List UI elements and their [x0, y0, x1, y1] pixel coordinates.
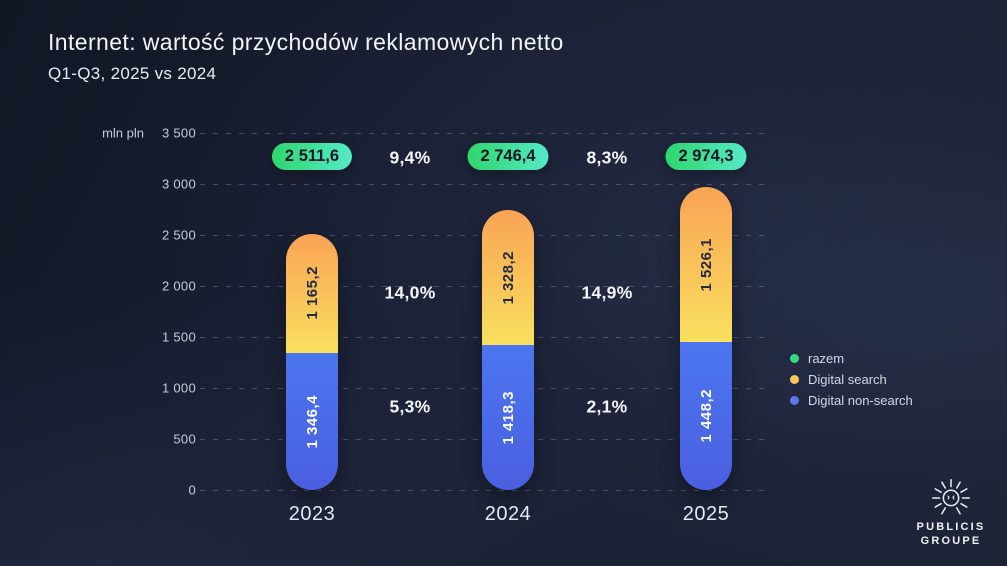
y-axis-tick-label: 2 000 — [161, 278, 196, 294]
y-axis-tick-label: 3 500 — [161, 125, 196, 141]
bar-value-digital-search: 1 165,2 — [303, 266, 321, 320]
y-axis-tick-label: 1 000 — [161, 380, 196, 396]
y-axis-tick-label: 1 500 — [161, 329, 196, 345]
y-axis-unit-label: mln pln — [102, 125, 144, 141]
growth-digital-search: 14,0% — [384, 282, 436, 303]
digital-non-search-dot-icon — [790, 396, 799, 405]
bar-2024: 1 328,2 1 418,3 — [482, 209, 534, 490]
y-axis-tick-label: 500 — [173, 431, 196, 447]
growth-digital-non-search: 2,1% — [586, 396, 628, 417]
gridline — [200, 184, 770, 185]
chart-title: Internet: wartość przychodów reklamowych… — [48, 29, 564, 55]
y-axis-tick-label: 3 000 — [161, 176, 196, 192]
growth-total: 9,4% — [389, 147, 431, 168]
growth-total: 8,3% — [586, 147, 628, 168]
chart-subtitle: Q1-Q3, 2025 vs 2024 — [48, 64, 217, 83]
bar-value-digital-search: 1 526,1 — [697, 237, 715, 292]
segment-digital-non-search: 1 346,4 — [286, 352, 338, 490]
segment-digital-non-search: 1 448,2 — [680, 342, 732, 490]
digital-search-dot-icon — [790, 375, 799, 384]
legend-item-digital-non-search: Digital non-search — [790, 393, 913, 408]
y-axis-tick-label: 0 — [188, 482, 196, 498]
publicis-groupe-logo: PUBLICIS GROUPE — [905, 474, 997, 548]
segment-digital-search: 1 328,2 — [482, 209, 534, 346]
growth-digital-non-search: 5,3% — [389, 396, 431, 417]
y-axis-tick-label: 2 500 — [161, 227, 196, 243]
total-badge-2024: 2 746,4 — [467, 143, 549, 170]
bar-value-digital-non-search: 1 448,2 — [697, 389, 715, 443]
legend: razem Digital search Digital non-search — [790, 351, 913, 408]
bar-value-digital-non-search: 1 418,3 — [499, 390, 517, 445]
total-badge-2025: 2 974,3 — [665, 143, 747, 170]
legend-item-digital-search: Digital search — [790, 372, 913, 387]
growth-digital-search: 14,9% — [581, 282, 633, 303]
logo-text-publicis: PUBLICIS — [916, 521, 986, 533]
segment-digital-search: 1 165,2 — [286, 233, 338, 353]
bar-value-digital-search: 1 328,2 — [499, 250, 517, 305]
legend-item-razem: razem — [790, 351, 913, 366]
bar-2023: 1 165,2 1 346,4 — [286, 233, 338, 490]
segment-digital-search: 1 526,1 — [680, 186, 732, 343]
gridline — [200, 133, 770, 134]
bar-value-digital-non-search: 1 346,4 — [303, 394, 321, 449]
lion-emblem-icon — [932, 478, 970, 515]
total-badge-2023: 2 511,6 — [271, 143, 353, 170]
x-axis-label-2023: 2023 — [288, 503, 336, 525]
legend-label: Digital non-search — [808, 393, 913, 408]
bar-2025: 1 526,1 1 448,2 — [680, 186, 732, 490]
legend-label: Digital search — [808, 372, 887, 387]
legend-label: razem — [808, 351, 845, 366]
x-axis-label-2025: 2025 — [682, 503, 730, 525]
logo-text-groupe: GROUPE — [920, 535, 982, 547]
x-axis-label-2024: 2024 — [484, 503, 532, 525]
gridline — [200, 490, 770, 491]
razem-dot-icon — [790, 354, 799, 363]
segment-digital-non-search: 1 418,3 — [482, 345, 534, 490]
